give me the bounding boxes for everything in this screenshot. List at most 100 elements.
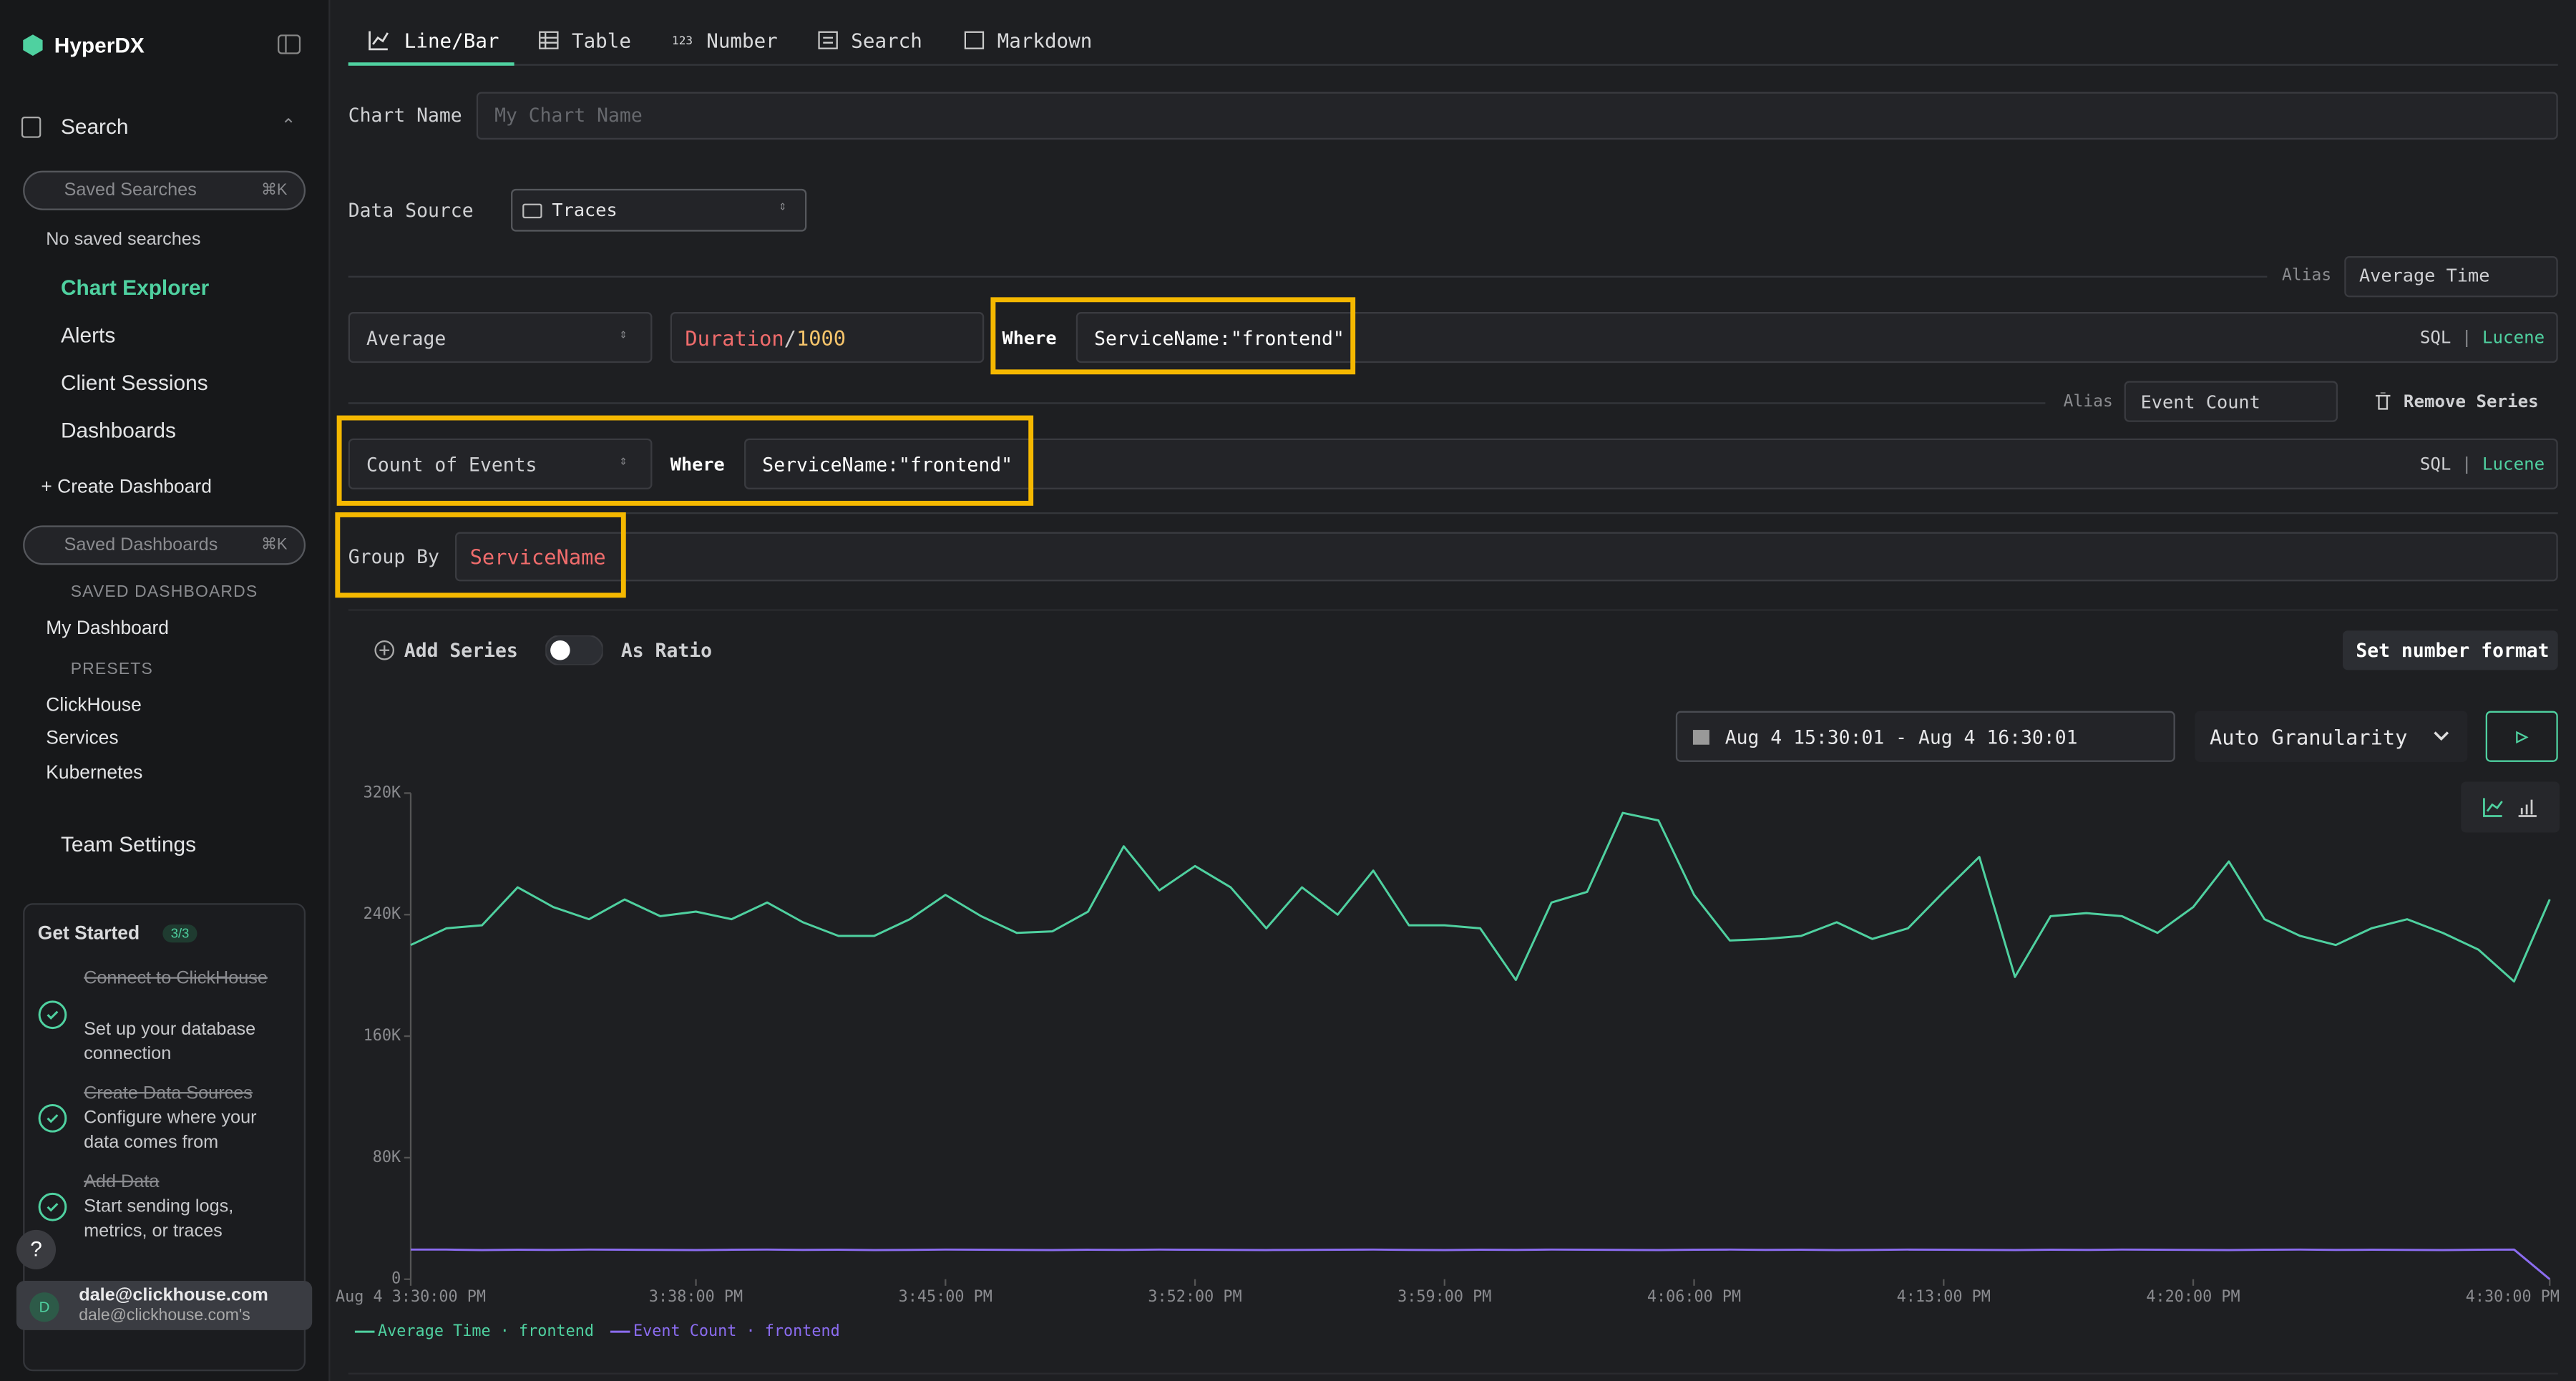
add-series[interactable]: Add Series (404, 638, 518, 662)
section-heading: SAVED DASHBOARDS (70, 583, 258, 602)
user-avatar: D (29, 1292, 59, 1322)
chart-name-input[interactable] (476, 92, 2558, 140)
play-icon (2516, 731, 2529, 744)
step-description: Set up your database connection (84, 1020, 256, 1065)
placeholder: My Chart Name (494, 103, 643, 127)
number-format-button[interactable] (2342, 630, 2558, 670)
tab[interactable]: Search (851, 29, 922, 53)
shortcut: ⌘K (261, 181, 288, 200)
active-tab-indicator (348, 62, 514, 66)
highlight-box (335, 512, 626, 598)
saved-searches-input[interactable] (23, 170, 306, 210)
date-range-input[interactable] (1675, 711, 2175, 762)
alias-input[interactable] (2124, 381, 2338, 422)
nav-chart-explorer[interactable]: Chart Explorer (60, 275, 210, 300)
step-title: Connect to ClickHouse (84, 968, 268, 989)
remove-series[interactable]: Remove Series (2403, 392, 2539, 413)
query-language[interactable]: SQL | Lucene (2420, 328, 2545, 348)
x-tick-label: 4:06:00 PM (1647, 1288, 1741, 1306)
select-arrows: ⇕ (619, 326, 628, 342)
set-number-format[interactable]: Set number format (2356, 638, 2550, 662)
divider (348, 64, 2558, 66)
series-line (410, 811, 2551, 983)
y-tick-label: 240K (364, 905, 401, 923)
granularity-select[interactable] (2195, 711, 2468, 762)
alias: Event Count (2140, 391, 2260, 414)
preset-link[interactable]: Services (46, 728, 119, 749)
preset-link[interactable]: ClickHouse (46, 696, 142, 716)
aggregation-select[interactable] (348, 312, 653, 363)
where-query: ServiceName:"frontend" (1094, 326, 1345, 350)
aggregation-select[interactable] (348, 438, 653, 489)
logo (23, 34, 43, 57)
where-label: Where (1002, 327, 1057, 349)
label: Chart Name (348, 103, 462, 127)
y-tick-label: 0 (391, 1270, 401, 1288)
step-title: Add Data (84, 1172, 160, 1193)
x-tick-label: 4:13:00 PM (1897, 1288, 1991, 1306)
display-type-toggle[interactable] (2461, 781, 2560, 833)
sql[interactable]: SQL (2419, 454, 2451, 475)
where-input[interactable] (1075, 312, 2558, 363)
divider (348, 402, 2046, 404)
expression-input[interactable] (670, 312, 985, 363)
preset-link[interactable]: Kubernetes (46, 763, 143, 784)
data-source: Traces (552, 199, 618, 221)
nav-search[interactable]: Search (60, 114, 129, 139)
lucene[interactable]: Lucene (2482, 328, 2545, 348)
tab[interactable]: Number (706, 29, 778, 53)
nav-team-settings[interactable]: Team Settings (60, 831, 197, 857)
group-by-input[interactable] (454, 532, 2558, 582)
saved-dashboards-placeholder: Saved Dashboards (64, 535, 218, 555)
query-language[interactable]: SQL | Lucene (2420, 455, 2545, 475)
alias-input[interactable] (2344, 256, 2558, 298)
where-label: Where (670, 454, 725, 476)
collapse-toggle[interactable] (278, 34, 301, 54)
date-range: Aug 4 15:30:01 - Aug 4 16:30:01 (1724, 726, 2078, 749)
user-card[interactable] (16, 1281, 313, 1330)
chevron[interactable]: ⌃ (280, 116, 296, 137)
saved-searches-placeholder: Saved Searches (64, 180, 197, 200)
separator: | (2461, 454, 2472, 475)
as-ratio: As Ratio (620, 638, 713, 662)
create-dashboard[interactable]: + Create Dashboard (41, 477, 212, 498)
tab-icon (539, 31, 559, 49)
group-by: ServiceName (469, 544, 606, 570)
tab[interactable]: Markdown (997, 29, 1093, 53)
divider (348, 1372, 2558, 1375)
add-icon (374, 640, 395, 660)
expr-field: Duration (685, 326, 784, 351)
x-tick-label: 3:52:00 PM (1148, 1288, 1241, 1306)
separator: | (2461, 328, 2472, 348)
ratio-toggle[interactable] (545, 635, 603, 665)
sql[interactable]: SQL (2419, 328, 2451, 348)
get-started-title: Get Started (37, 924, 140, 945)
dashboard-link[interactable]: My Dashboard (46, 619, 170, 639)
highlight-box (990, 297, 1356, 375)
where-input[interactable] (744, 438, 2558, 489)
y-tick-label: 80K (373, 1148, 401, 1166)
search-icon (21, 116, 42, 138)
user-team: dale@clickhouse.com's (79, 1307, 250, 1325)
section-heading: PRESETS (70, 660, 153, 679)
nav-client-sessions[interactable]: Client Sessions (60, 370, 208, 395)
tab[interactable]: Line/Bar (404, 29, 499, 53)
saved-dashboards-input[interactable] (23, 525, 306, 565)
x-tick-label: Aug 4 3:30:00 PM (336, 1288, 486, 1306)
chevron (2434, 731, 2449, 741)
run-button[interactable] (2485, 711, 2558, 762)
highlight-box (336, 415, 1034, 506)
lucene[interactable]: Lucene (2482, 454, 2545, 475)
where-query: ServiceName:"frontend" (762, 453, 1013, 477)
select-arrows: ⇕ (619, 453, 628, 469)
trash-icon (2375, 392, 2391, 410)
y-tick-label: 320K (364, 784, 401, 801)
nav-dashboards[interactable]: Dashboards (60, 418, 176, 443)
data-source-select[interactable] (511, 188, 807, 232)
tab[interactable]: Table (571, 29, 631, 53)
legend-label: Average Time · frontend (378, 1322, 594, 1340)
help-button[interactable]: ? (16, 1229, 57, 1269)
nav-alerts[interactable]: Alerts (60, 322, 116, 348)
